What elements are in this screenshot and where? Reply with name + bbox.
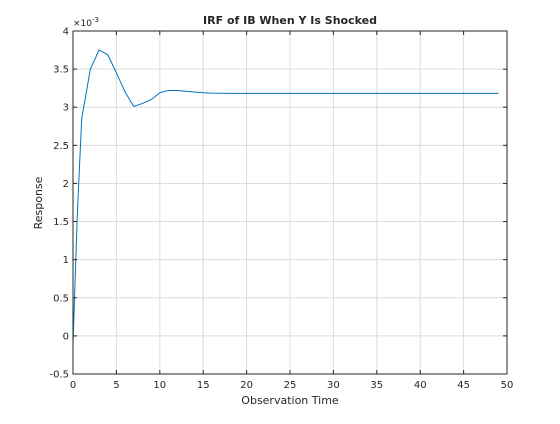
x-tick-label: 30 (327, 380, 340, 391)
y-tick-label: 2.5 (53, 141, 69, 152)
y-tick-label: 3 (63, 103, 69, 114)
y-exponent-label: ×10-3 (73, 16, 99, 29)
y-exponent-power: -3 (92, 16, 99, 24)
y-axis-label: Response (32, 176, 45, 229)
tick-labels: 0 5 10 15 20 25 30 35 40 45 50-0.500.511.522.533.5… (49, 27, 513, 392)
grid-lines (72, 30, 508, 375)
x-tick-label: 35 (370, 380, 383, 391)
chart-title: IRF of IB When Y Is Shocked (203, 14, 377, 27)
y-tick-label: 0 (63, 331, 69, 342)
x-tick-label: 40 (414, 380, 427, 391)
x-tick-label: 5 (113, 380, 119, 391)
x-tick-label: 20 (240, 380, 253, 391)
x-axis-label: Observation Time (241, 394, 339, 407)
x-tick-label: 45 (457, 380, 470, 391)
y-tick-label: 0.5 (53, 293, 69, 304)
x-tick-label: 50 (501, 380, 514, 391)
x-tick-label: 25 (284, 380, 297, 391)
series-line-0 (72, 49, 499, 344)
y-exponent-base: ×10 (73, 19, 92, 29)
y-tick-label: 3.5 (53, 65, 69, 76)
x-tick-label: 15 (197, 380, 210, 391)
tick-marks (72, 30, 508, 375)
x-tick-label: 0 (70, 380, 76, 391)
series-lines (72, 49, 499, 344)
y-tick-label: 1 (63, 255, 69, 266)
x-tick-label: 10 (153, 380, 166, 391)
y-tick-label: 1.5 (53, 217, 69, 228)
y-tick-label: -0.5 (49, 370, 69, 381)
y-tick-label: 4 (63, 27, 69, 38)
y-tick-label: 2 (63, 179, 69, 190)
